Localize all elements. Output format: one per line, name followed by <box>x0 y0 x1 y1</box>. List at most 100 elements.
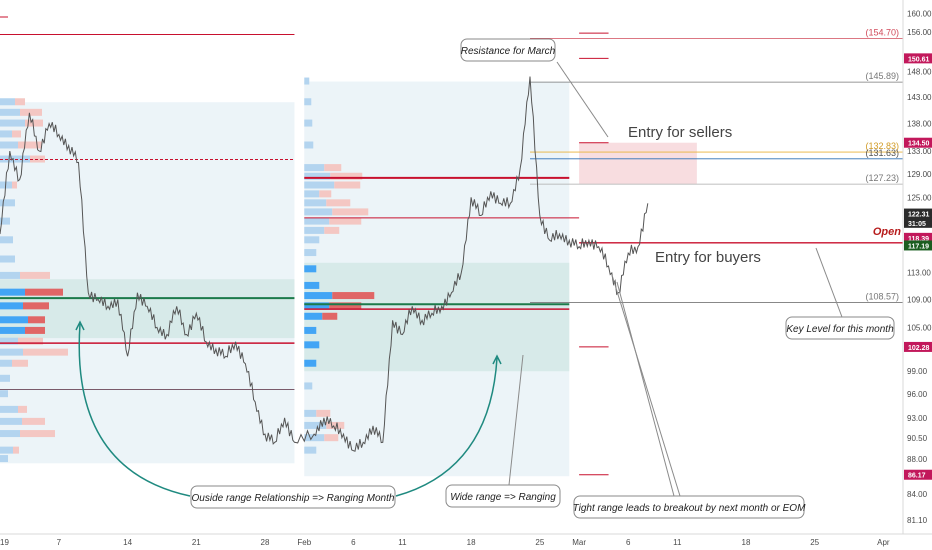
volume-bar-buy <box>304 236 320 244</box>
volume-bar-buy <box>0 348 23 356</box>
annotation-wide-range: Wide range => Ranging <box>450 492 556 503</box>
volume-bar-sell <box>12 359 28 367</box>
volume-bar-sell <box>25 326 45 334</box>
volume-bar-sell <box>326 421 345 429</box>
x-tick-label: 6 <box>626 538 631 547</box>
price-levels-layer: (154.70) (145.89) (132.83)(131.63) (127.23)… <box>530 27 903 476</box>
volume-bar-buy <box>0 108 20 116</box>
y-tick-label: 133.00 <box>907 147 932 156</box>
volume-bar-sell <box>23 348 68 356</box>
price-badge-text: 122.31 <box>908 212 930 219</box>
price-badge <box>904 53 932 64</box>
x-tick-label: Feb <box>297 538 311 547</box>
volume-bar-buy <box>304 281 320 289</box>
annotations-layer <box>75 38 895 519</box>
volume-bar-buy <box>304 359 317 367</box>
value-area-box <box>304 262 570 372</box>
volume-bar-sell <box>12 181 17 189</box>
annotation-box-key-level <box>785 316 895 340</box>
volume-bar-buy <box>304 421 327 429</box>
volume-bar-sell <box>324 164 342 172</box>
volume-bar-buy <box>304 164 325 172</box>
annotation-entry-for-sellers: Entry for sellers <box>628 124 732 141</box>
volume-bar-buy <box>0 119 25 127</box>
volume-bar-buy <box>0 359 12 367</box>
y-tick-label: 125.00 <box>907 193 932 202</box>
volume-bar-buy <box>304 409 317 417</box>
volume-bar-sell <box>12 130 21 138</box>
arrow-outside-range <box>78 323 191 497</box>
volume-bar-buy <box>304 199 327 207</box>
volume-bar-buy <box>0 316 28 324</box>
volume-bar-sell <box>332 292 375 300</box>
y-tick-label: 84.00 <box>907 490 928 499</box>
volume-bar-sell <box>22 417 45 425</box>
volume-bar-buy <box>304 434 325 442</box>
volume-bar-sell <box>329 302 362 310</box>
volume-bar-sell <box>28 316 45 324</box>
volume-bar-buy <box>0 455 8 463</box>
volume-bar-sell <box>324 226 340 234</box>
price-badge-text: 86.17 <box>908 473 926 480</box>
price-level-label: (131.63) <box>865 148 899 158</box>
arrow-wide-range <box>395 357 498 497</box>
price-badge-text: 118.39 <box>908 236 929 243</box>
volume-bar-buy <box>304 172 331 180</box>
volume-bar-buy <box>304 77 310 85</box>
callout-key-level <box>815 247 843 318</box>
annotation-entry-for-buyers: Entry for buyers <box>655 249 761 266</box>
price-level-label: (127.23) <box>865 173 899 183</box>
volume-bar-sell <box>18 337 43 345</box>
volume-bar-sell <box>326 199 351 207</box>
volume-bar-buy <box>0 217 10 225</box>
volume-bar-buy <box>304 181 335 189</box>
annotation-box-resistance <box>460 38 556 62</box>
volume-bar-buy <box>304 446 317 454</box>
x-tick-label: 14 <box>123 538 132 547</box>
callout-resistance <box>556 61 609 138</box>
volume-bar-buy <box>304 141 314 149</box>
x-tick-label: 2019 <box>0 538 9 547</box>
volume-bar-sell <box>18 405 27 413</box>
y-tick-label: 156.00 <box>907 28 932 37</box>
volume-bar-buy <box>304 249 317 257</box>
volume-bar-sell <box>18 141 42 149</box>
x-tick-label: 6 <box>351 538 356 547</box>
callout-tight-range-2 <box>611 274 681 497</box>
y-tick-label: 129.00 <box>907 170 932 179</box>
volume-bar-buy <box>304 98 312 106</box>
annotation-outside-range: Ouside range Relationship => Ranging Mon… <box>192 493 395 504</box>
price-badge <box>904 341 932 352</box>
volume-bar-buy <box>0 430 20 438</box>
open-label: Open <box>873 226 901 238</box>
volume-bar-sell <box>13 446 19 454</box>
volume-bar-buy <box>304 292 333 300</box>
x-tick-label: 7 <box>57 538 62 547</box>
callout-wide-range <box>508 354 524 486</box>
volume-bar-buy <box>0 236 13 244</box>
annotation-box-tight-range <box>573 495 805 519</box>
volume-bar-buy <box>304 382 313 390</box>
x-tick-label: Mar <box>572 538 586 547</box>
volume-bar-sell <box>20 271 50 279</box>
volume-bar-buy <box>0 337 18 345</box>
x-tick-label: 25 <box>535 538 544 547</box>
volume-bar-buy <box>0 446 13 454</box>
volume-bar-sell <box>332 208 369 216</box>
volume-bar-sell <box>334 181 361 189</box>
y-tick-label: 160.00 <box>907 9 932 18</box>
arrowhead-outside-range <box>75 320 85 331</box>
x-tick-label: 11 <box>398 538 407 547</box>
volume-bar-sell <box>20 430 55 438</box>
volume-bar-buy <box>0 417 22 425</box>
x-tick-label: 28 <box>261 538 270 547</box>
x-tick-label: 18 <box>742 538 751 547</box>
x-tick-label: 21 <box>192 538 201 547</box>
volume-bar-sell <box>15 98 25 106</box>
price-level-label: (145.89) <box>865 71 899 81</box>
volume-bar-buy <box>304 119 313 127</box>
price-badge-text: 31:05 <box>908 221 926 228</box>
y-tick-label: 105.00 <box>907 323 932 332</box>
price-badge <box>904 208 932 219</box>
